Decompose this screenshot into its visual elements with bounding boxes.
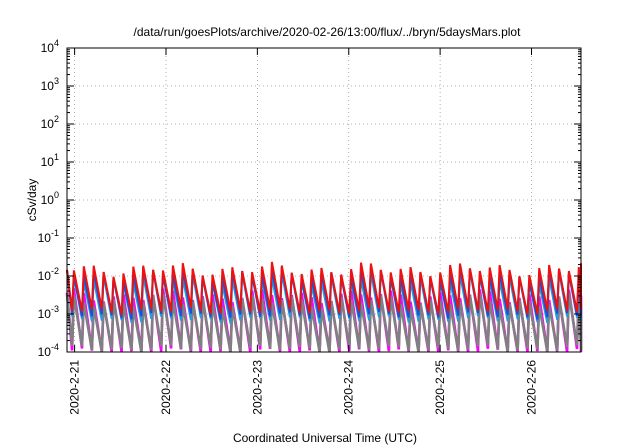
series-line: [66, 261, 582, 316]
x-tick-label: 2020-2-24: [342, 360, 356, 415]
x-tick-label: 2020-2-25: [433, 360, 447, 415]
series-group: [65, 261, 583, 353]
y-axis: 104 103 102 101 100 10-1 10-2 10-3 10-4: [38, 38, 581, 359]
y-tick-label: 100: [41, 190, 59, 207]
y-axis-label: cSv/day: [25, 179, 39, 222]
x-tick-label: 2020-2-23: [250, 360, 264, 415]
y-tick-label: 10-1: [38, 228, 59, 245]
x-tick-label: 2020-2-21: [68, 360, 82, 415]
y-tick-label: 104: [41, 38, 59, 55]
x-tick-label: 2020-2-26: [525, 360, 539, 415]
y-tick-label: 101: [41, 152, 59, 169]
x-tick-label: 2020-2-22: [159, 360, 173, 415]
y-tick-label: 10-4: [38, 342, 59, 359]
chart-title: /data/run/goesPlots/archive/2020-02-26/1…: [134, 25, 522, 39]
y-tick-label: 10-3: [38, 304, 59, 321]
x-axis: 2020-2-21 2020-2-22 2020-2-23 2020-2-24 2020…: [68, 48, 539, 415]
y-tick-label: 10-2: [38, 266, 59, 283]
y-tick-label: 103: [41, 76, 59, 93]
x-axis-label: Coordinated Universal Time (UTC): [233, 431, 417, 445]
y-tick-label: 102: [41, 114, 59, 131]
